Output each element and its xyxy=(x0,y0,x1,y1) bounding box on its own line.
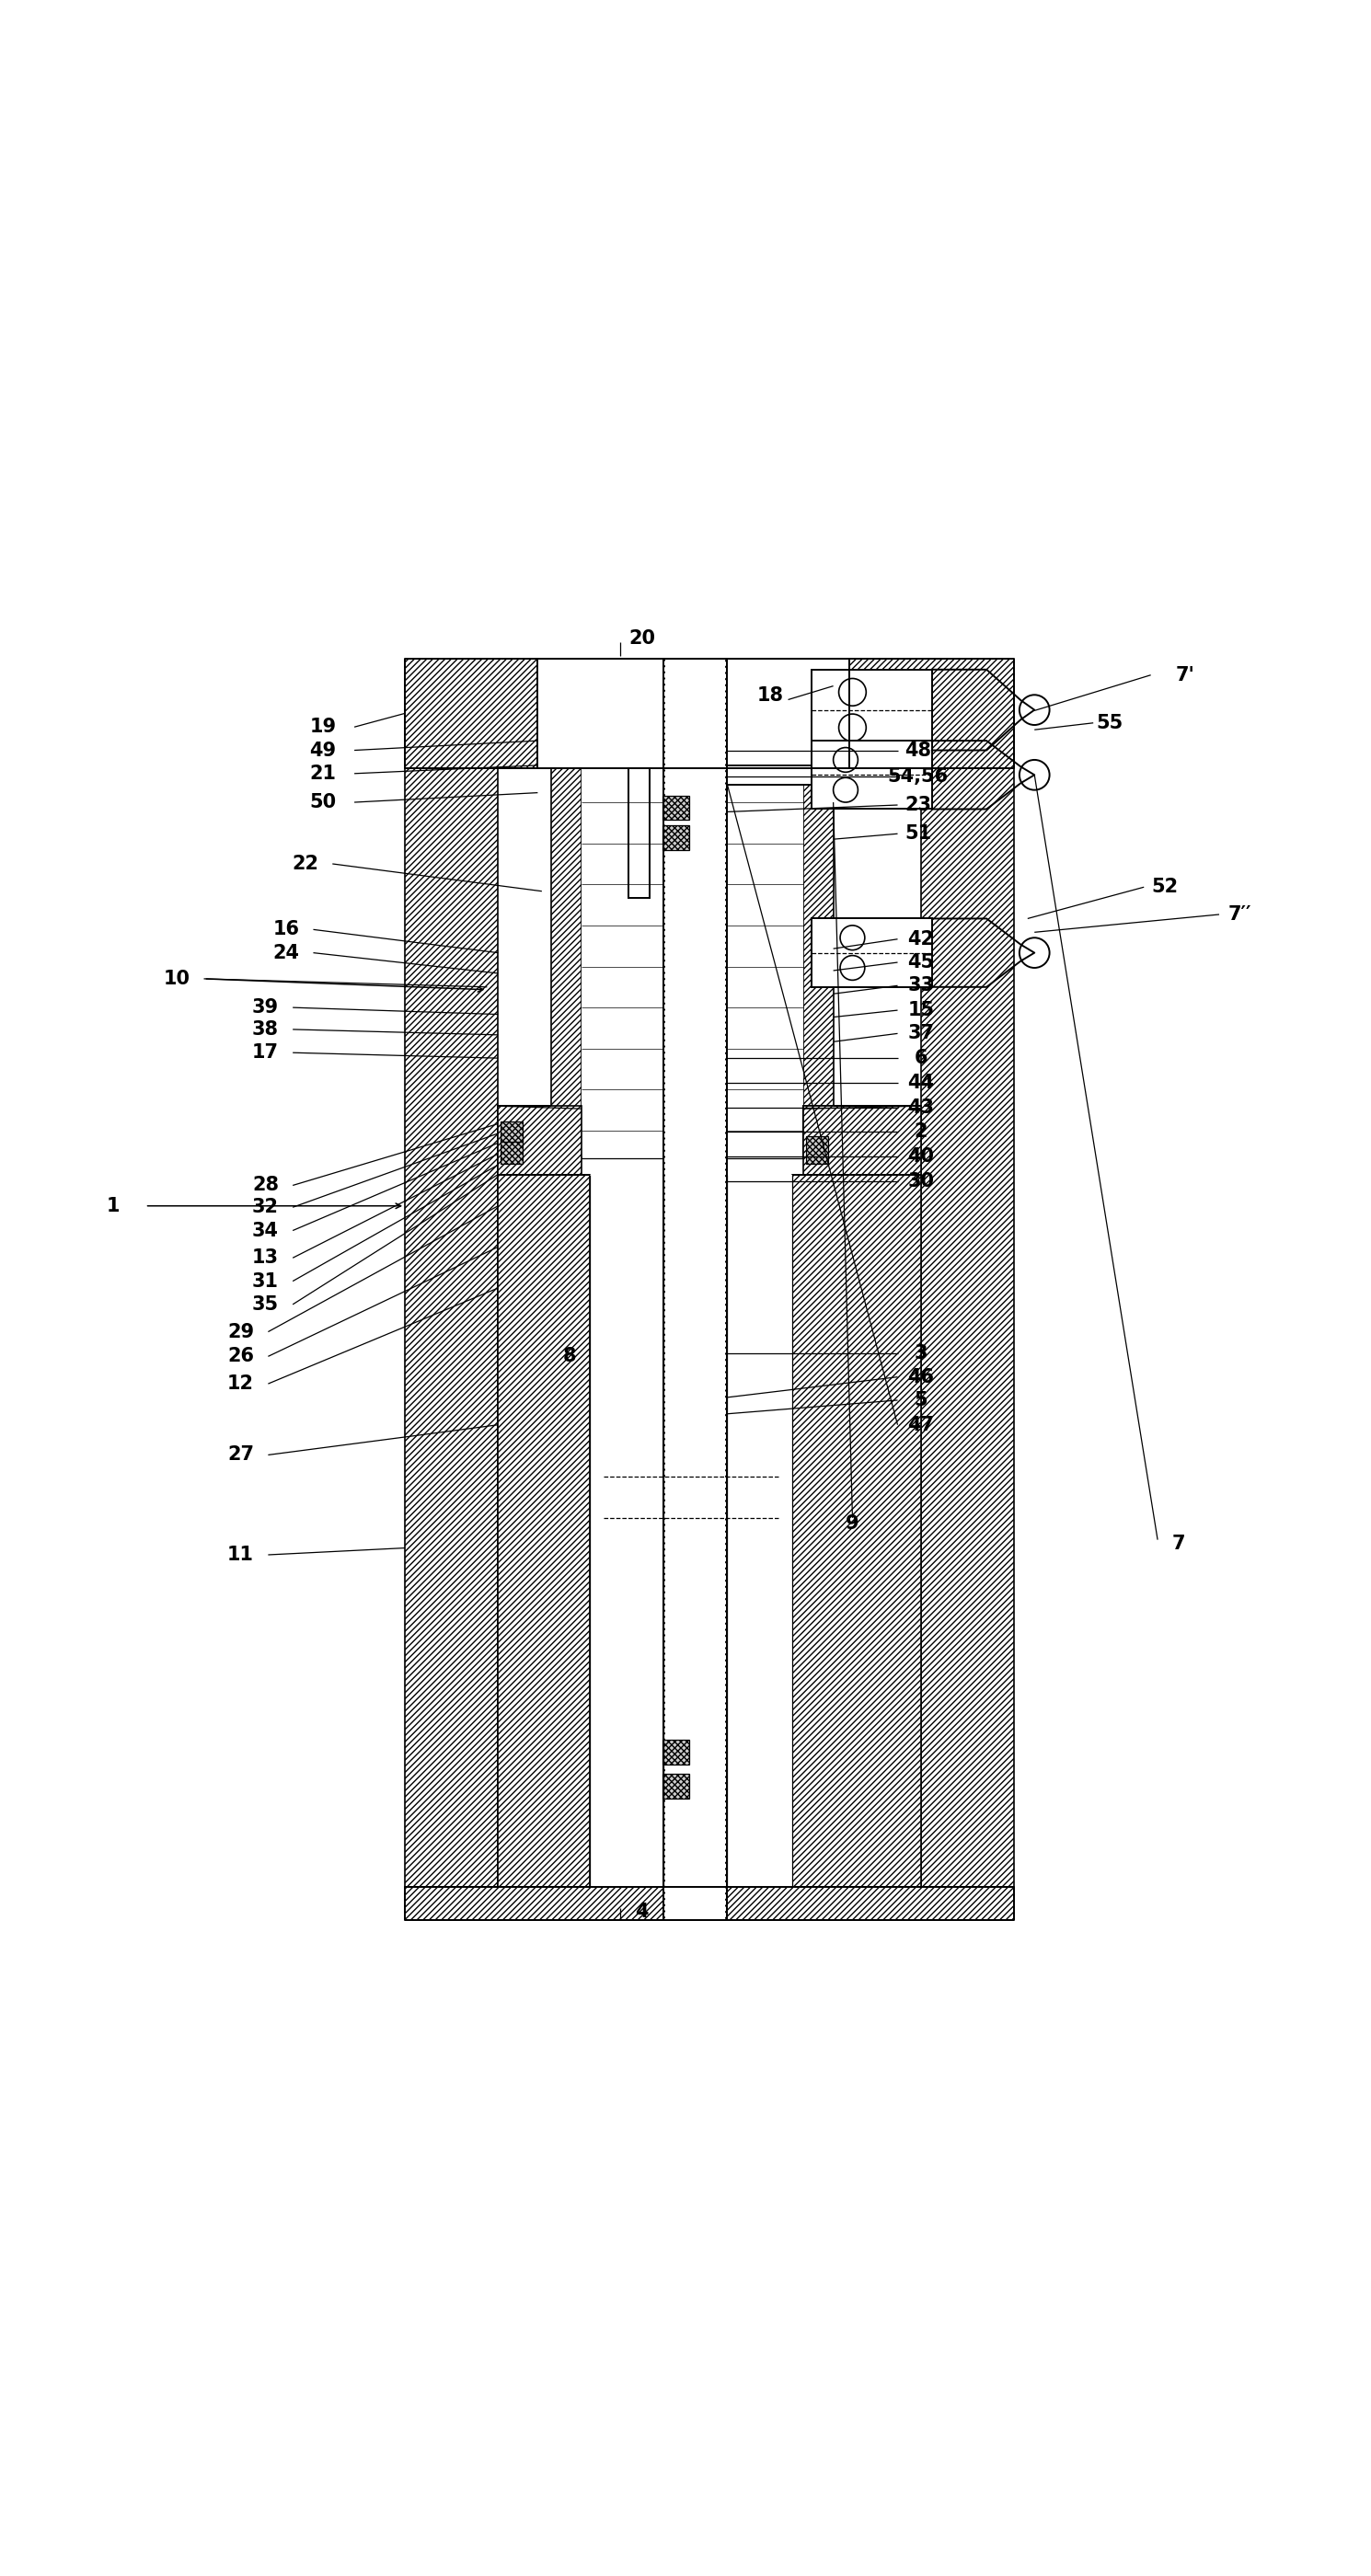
Bar xyxy=(404,768,498,1888)
Text: 20: 20 xyxy=(628,629,655,647)
Text: 52: 52 xyxy=(1152,878,1178,896)
Bar xyxy=(404,659,1015,768)
Bar xyxy=(812,920,932,987)
Text: 6: 6 xyxy=(914,1048,928,1066)
Bar xyxy=(581,768,803,1159)
Bar xyxy=(498,1105,581,1175)
Text: 18: 18 xyxy=(757,685,784,706)
Text: 24: 24 xyxy=(273,943,299,961)
Text: 21: 21 xyxy=(310,765,336,783)
Text: 33: 33 xyxy=(908,976,934,994)
Bar xyxy=(404,1888,1015,1919)
Bar xyxy=(551,768,581,1159)
Bar xyxy=(812,742,932,809)
Bar xyxy=(590,1175,792,1888)
Text: 4: 4 xyxy=(635,1904,648,1922)
Bar xyxy=(662,1739,690,1765)
Bar xyxy=(662,824,690,850)
Text: 13: 13 xyxy=(252,1249,278,1267)
Text: 1: 1 xyxy=(107,1198,121,1216)
Text: 42: 42 xyxy=(908,930,934,948)
Text: 23: 23 xyxy=(905,796,931,814)
Text: 8: 8 xyxy=(562,1347,576,1365)
Text: 47: 47 xyxy=(908,1417,934,1435)
Bar xyxy=(727,765,812,786)
Bar xyxy=(921,768,1015,1888)
Bar xyxy=(500,1136,522,1164)
Text: 35: 35 xyxy=(252,1296,278,1314)
Text: 32: 32 xyxy=(252,1198,278,1216)
Text: 7′′: 7′′ xyxy=(1228,904,1252,925)
Bar xyxy=(812,698,850,721)
Text: 44: 44 xyxy=(908,1074,934,1092)
Circle shape xyxy=(840,956,865,979)
Text: 10: 10 xyxy=(163,969,189,989)
Text: 16: 16 xyxy=(273,920,299,938)
Text: 49: 49 xyxy=(310,742,336,760)
Circle shape xyxy=(1020,938,1050,969)
Bar xyxy=(806,1136,828,1164)
Text: 12: 12 xyxy=(228,1376,254,1394)
Text: 3: 3 xyxy=(914,1345,928,1363)
Bar xyxy=(664,659,727,1919)
Text: 51: 51 xyxy=(905,824,931,842)
Text: 46: 46 xyxy=(908,1368,934,1386)
Text: 15: 15 xyxy=(908,1002,934,1020)
Text: 9: 9 xyxy=(846,1515,860,1533)
Bar xyxy=(662,796,690,819)
Text: 28: 28 xyxy=(252,1177,278,1195)
Text: 43: 43 xyxy=(908,1097,934,1115)
Text: 45: 45 xyxy=(908,953,934,971)
Bar xyxy=(665,659,725,1919)
Polygon shape xyxy=(498,1105,581,1159)
Bar xyxy=(498,1175,590,1888)
Bar xyxy=(803,768,834,1159)
Text: 7: 7 xyxy=(1171,1535,1185,1553)
Bar xyxy=(628,768,650,899)
Text: 17: 17 xyxy=(252,1043,278,1061)
Text: 37: 37 xyxy=(908,1025,934,1043)
Polygon shape xyxy=(803,1105,921,1159)
Text: 26: 26 xyxy=(228,1347,254,1365)
Bar xyxy=(803,1105,921,1175)
Bar xyxy=(537,659,850,768)
Bar xyxy=(792,1175,921,1888)
Bar xyxy=(500,1121,522,1141)
Text: 39: 39 xyxy=(252,999,278,1018)
Text: 54,56: 54,56 xyxy=(887,768,949,786)
Text: 2: 2 xyxy=(914,1123,928,1141)
Text: 40: 40 xyxy=(908,1146,934,1167)
Bar xyxy=(498,1105,551,1159)
Text: 34: 34 xyxy=(252,1221,278,1239)
Text: 27: 27 xyxy=(228,1445,254,1463)
Circle shape xyxy=(834,778,858,801)
Text: 11: 11 xyxy=(228,1546,254,1564)
Bar xyxy=(812,670,932,750)
Circle shape xyxy=(839,677,866,706)
Circle shape xyxy=(1020,760,1050,791)
Circle shape xyxy=(839,714,866,742)
Bar xyxy=(812,943,834,963)
Text: 31: 31 xyxy=(252,1273,278,1291)
Text: 38: 38 xyxy=(252,1020,278,1038)
Circle shape xyxy=(1020,696,1050,724)
Text: 55: 55 xyxy=(1097,714,1123,732)
Circle shape xyxy=(834,747,858,773)
Circle shape xyxy=(840,925,865,951)
Text: 22: 22 xyxy=(292,855,318,873)
Text: 48: 48 xyxy=(905,742,931,760)
Text: 7': 7' xyxy=(1175,665,1194,685)
Text: 30: 30 xyxy=(908,1172,934,1190)
Text: 29: 29 xyxy=(228,1321,254,1342)
Text: 5: 5 xyxy=(914,1391,928,1409)
Text: 50: 50 xyxy=(310,793,336,811)
Text: 19: 19 xyxy=(310,719,336,737)
Bar xyxy=(662,1775,690,1798)
